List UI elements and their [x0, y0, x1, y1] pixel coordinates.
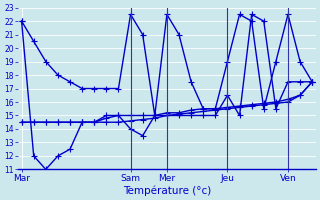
- X-axis label: Température (°c): Température (°c): [123, 185, 211, 196]
